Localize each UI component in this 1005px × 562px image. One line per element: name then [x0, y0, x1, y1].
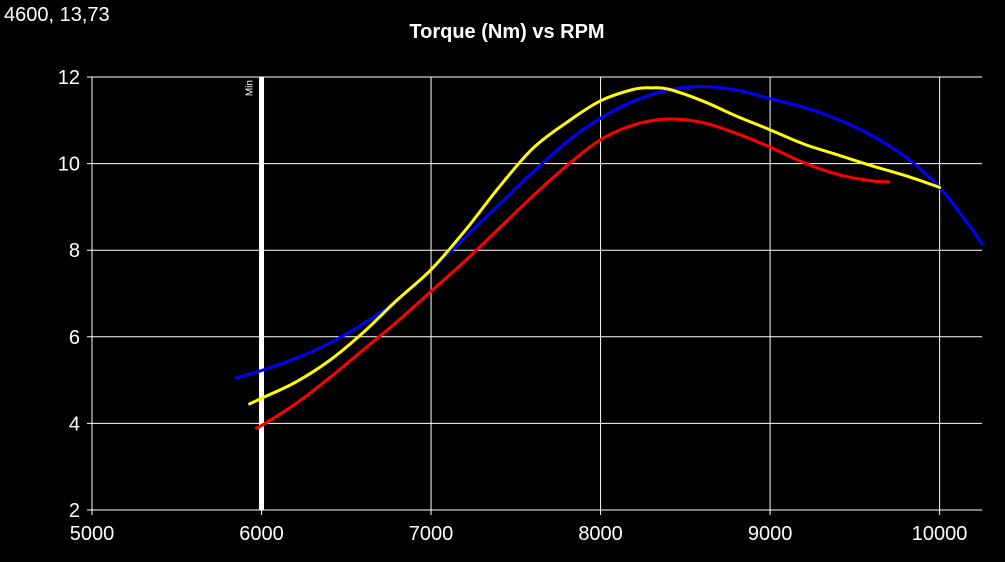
min-marker-label: Min	[245, 80, 256, 96]
series-line-1	[234, 85, 984, 380]
min-marker[interactable]: Min	[245, 77, 265, 510]
series-lines	[234, 85, 984, 430]
y-tick-label: 4	[69, 413, 80, 435]
y-tick-label: 8	[69, 240, 80, 262]
x-tick-label: 9000	[748, 523, 793, 545]
y-tick-label: 6	[69, 327, 80, 349]
x-tick-label: 7000	[409, 523, 454, 545]
series-line-2	[248, 86, 942, 406]
x-axis-ticks: 5000 6000 7000 8000 9000 10000	[70, 510, 968, 545]
y-tick-label: 2	[69, 500, 80, 522]
x-tick-label: 10000	[912, 523, 968, 545]
y-axis-ticks: 2 4 6 8 10 12	[58, 67, 92, 522]
x-tick-label: 5000	[70, 523, 115, 545]
grid	[87, 76, 982, 515]
series-line-3	[254, 117, 891, 430]
x-tick-label: 8000	[578, 523, 623, 545]
y-tick-label: 10	[58, 154, 80, 176]
y-tick-label: 12	[58, 67, 80, 89]
x-tick-label: 6000	[239, 523, 284, 545]
cursor-readout: 4600, 13,73	[4, 4, 110, 26]
chart-title: Torque (Nm) vs RPM	[409, 21, 604, 43]
